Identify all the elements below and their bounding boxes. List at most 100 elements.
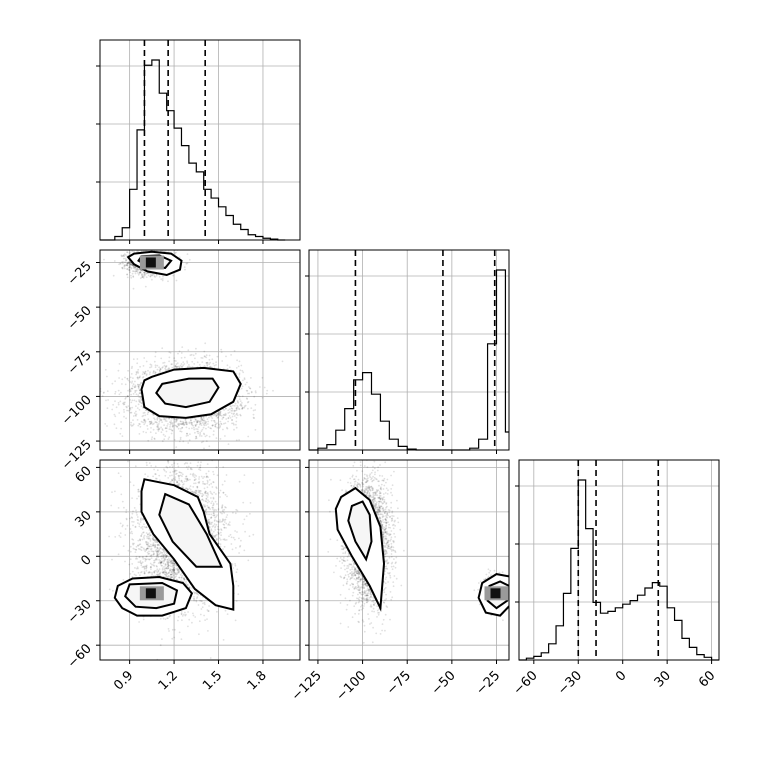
- y-tick-label: −25: [65, 259, 95, 289]
- scatter-point: [150, 246, 152, 248]
- scatter-point: [138, 376, 141, 379]
- scatter-point: [160, 418, 163, 421]
- scatter-point: [259, 386, 261, 388]
- scatter-point: [164, 419, 167, 422]
- scatter-point: [144, 409, 147, 411]
- scatter-point: [163, 424, 166, 426]
- scatter-point: [176, 362, 179, 364]
- scatter-point: [152, 414, 155, 416]
- scatter-body: [96, 246, 284, 450]
- scatter-point: [211, 417, 214, 420]
- scatter-point: [144, 285, 147, 288]
- scatter-point: [214, 413, 217, 415]
- scatter-point: [212, 424, 214, 427]
- scatter-point: [195, 428, 198, 430]
- scatter-point: [189, 433, 191, 435]
- scatter-point: [208, 445, 211, 448]
- scatter-point: [236, 407, 238, 410]
- scatter-point: [170, 428, 172, 431]
- scatter-point: [168, 368, 171, 371]
- scatter-point: [118, 263, 120, 266]
- scatter-point: [243, 405, 246, 408]
- scatter-point: [124, 264, 126, 266]
- scatter-point: [216, 417, 219, 419]
- scatter-point: [136, 268, 138, 271]
- scatter-point: [126, 395, 129, 398]
- scatter-point: [176, 419, 178, 422]
- scatter-point: [129, 266, 132, 269]
- scatter-point: [158, 417, 161, 420]
- scatter-point: [195, 437, 198, 440]
- scatter-point: [223, 413, 226, 416]
- scatter-point: [224, 407, 227, 410]
- scatter-point: [151, 273, 154, 276]
- scatter-point: [130, 276, 133, 279]
- scatter-point: [161, 250, 164, 253]
- scatter-point: [113, 260, 116, 262]
- scatter-point: [177, 423, 179, 425]
- scatter-point: [96, 411, 98, 413]
- scatter-point: [141, 273, 143, 275]
- scatter-point: [159, 419, 161, 421]
- scatter-point: [131, 264, 134, 267]
- scatter-point: [137, 424, 140, 427]
- scatter-point: [181, 423, 184, 426]
- scatter-point: [215, 437, 218, 439]
- scatter-point: [129, 408, 132, 411]
- diag-panel-0: [96, 39, 301, 244]
- scatter-point: [143, 418, 146, 421]
- y-tick-label: −50: [65, 303, 95, 333]
- scatter-point: [127, 268, 130, 271]
- scatter-point: [253, 395, 256, 398]
- scatter-point: [156, 426, 159, 428]
- scatter-point: [130, 393, 133, 396]
- scatter-point: [130, 263, 133, 266]
- scatter-point: [202, 440, 205, 443]
- scatter-point: [204, 342, 207, 345]
- scatter-point: [243, 406, 246, 409]
- scatter-point: [154, 372, 156, 375]
- scatter-point: [127, 261, 130, 264]
- scatter-point: [156, 423, 159, 426]
- scatter-point: [123, 264, 126, 267]
- scatter-point: [166, 425, 169, 427]
- scatter-point: [230, 409, 233, 412]
- scatter-point: [162, 362, 165, 364]
- scatter-point: [123, 411, 125, 413]
- scatter-point: [191, 424, 194, 426]
- scatter-point: [216, 413, 219, 416]
- scatter-point: [123, 408, 125, 411]
- scatter-point: [175, 419, 178, 422]
- scatter-point: [227, 409, 230, 411]
- scatter-point: [138, 272, 141, 275]
- scatter-point: [203, 433, 206, 436]
- scatter-point: [236, 412, 238, 415]
- scatter-point: [196, 421, 199, 424]
- scatter-point: [151, 278, 153, 281]
- scatter-point: [164, 250, 167, 253]
- scatter-point: [171, 425, 174, 427]
- scatter-point: [239, 414, 242, 417]
- scatter-point: [182, 361, 185, 363]
- scatter-point: [124, 401, 126, 404]
- scatter-point: [122, 254, 125, 257]
- scatter-point: [182, 440, 185, 443]
- scatter-point: [105, 399, 107, 402]
- scatter-point: [185, 426, 188, 429]
- scatter-point: [233, 410, 236, 413]
- scatter-point: [130, 424, 132, 426]
- scatter-point: [142, 412, 145, 414]
- scatter-point: [132, 267, 135, 270]
- scatter-point: [168, 417, 170, 420]
- scatter-point: [174, 365, 177, 367]
- scatter-point: [162, 418, 165, 421]
- scatter-point: [241, 406, 244, 409]
- scatter-point: [152, 370, 155, 372]
- scatter-point: [137, 387, 140, 390]
- y-tick-label: −100: [59, 393, 95, 429]
- scatter-point: [166, 427, 168, 429]
- scatter-point: [149, 420, 151, 423]
- scatter-point: [162, 247, 164, 249]
- scatter-point: [211, 358, 214, 361]
- scatter-point: [106, 390, 109, 392]
